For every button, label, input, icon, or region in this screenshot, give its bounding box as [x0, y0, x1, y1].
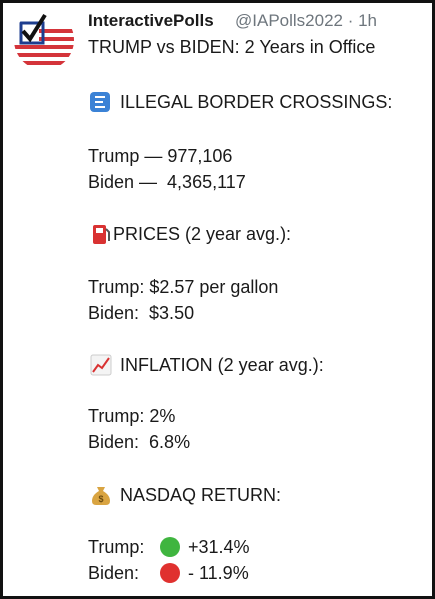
line-label: Trump: — [88, 537, 145, 557]
line: Biden: $3.50 — [88, 303, 195, 323]
section-heading: INFLATION (2 year avg.): — [120, 355, 324, 375]
red-circle — [160, 563, 180, 583]
line: Biden — 4,365,117 — [88, 172, 246, 192]
avatar[interactable] — [13, 9, 75, 71]
icon-fuel — [93, 225, 110, 244]
line: Biden: 6.8% — [88, 432, 191, 452]
author-name[interactable]: InteractivePolls — [88, 11, 214, 30]
author-handle[interactable]: @IAPolls2022 · 1h — [235, 11, 378, 30]
icon-money-bag: $ — [92, 487, 110, 505]
tweet-title: TRUMP vs BIDEN: 2 Years in Office — [88, 37, 376, 57]
section-heading: PRICES (2 year avg.): — [113, 224, 292, 244]
line-value: - 11.9% — [188, 563, 249, 583]
section-heading: NASDAQ RETURN: — [120, 485, 282, 505]
green-circle — [160, 537, 180, 557]
line-label: Biden: — [88, 563, 140, 583]
svg-text:$: $ — [98, 494, 103, 504]
line: Trump: $2.57 per gallon — [88, 277, 279, 297]
line: Trump — 977,106 — [88, 146, 233, 166]
line: Trump: 2% — [88, 406, 176, 426]
icon-chart — [90, 354, 112, 376]
section-heading: ILLEGAL BORDER CROSSINGS: — [120, 92, 393, 112]
line-value: +31.4% — [188, 537, 250, 557]
icon-border — [90, 92, 110, 112]
